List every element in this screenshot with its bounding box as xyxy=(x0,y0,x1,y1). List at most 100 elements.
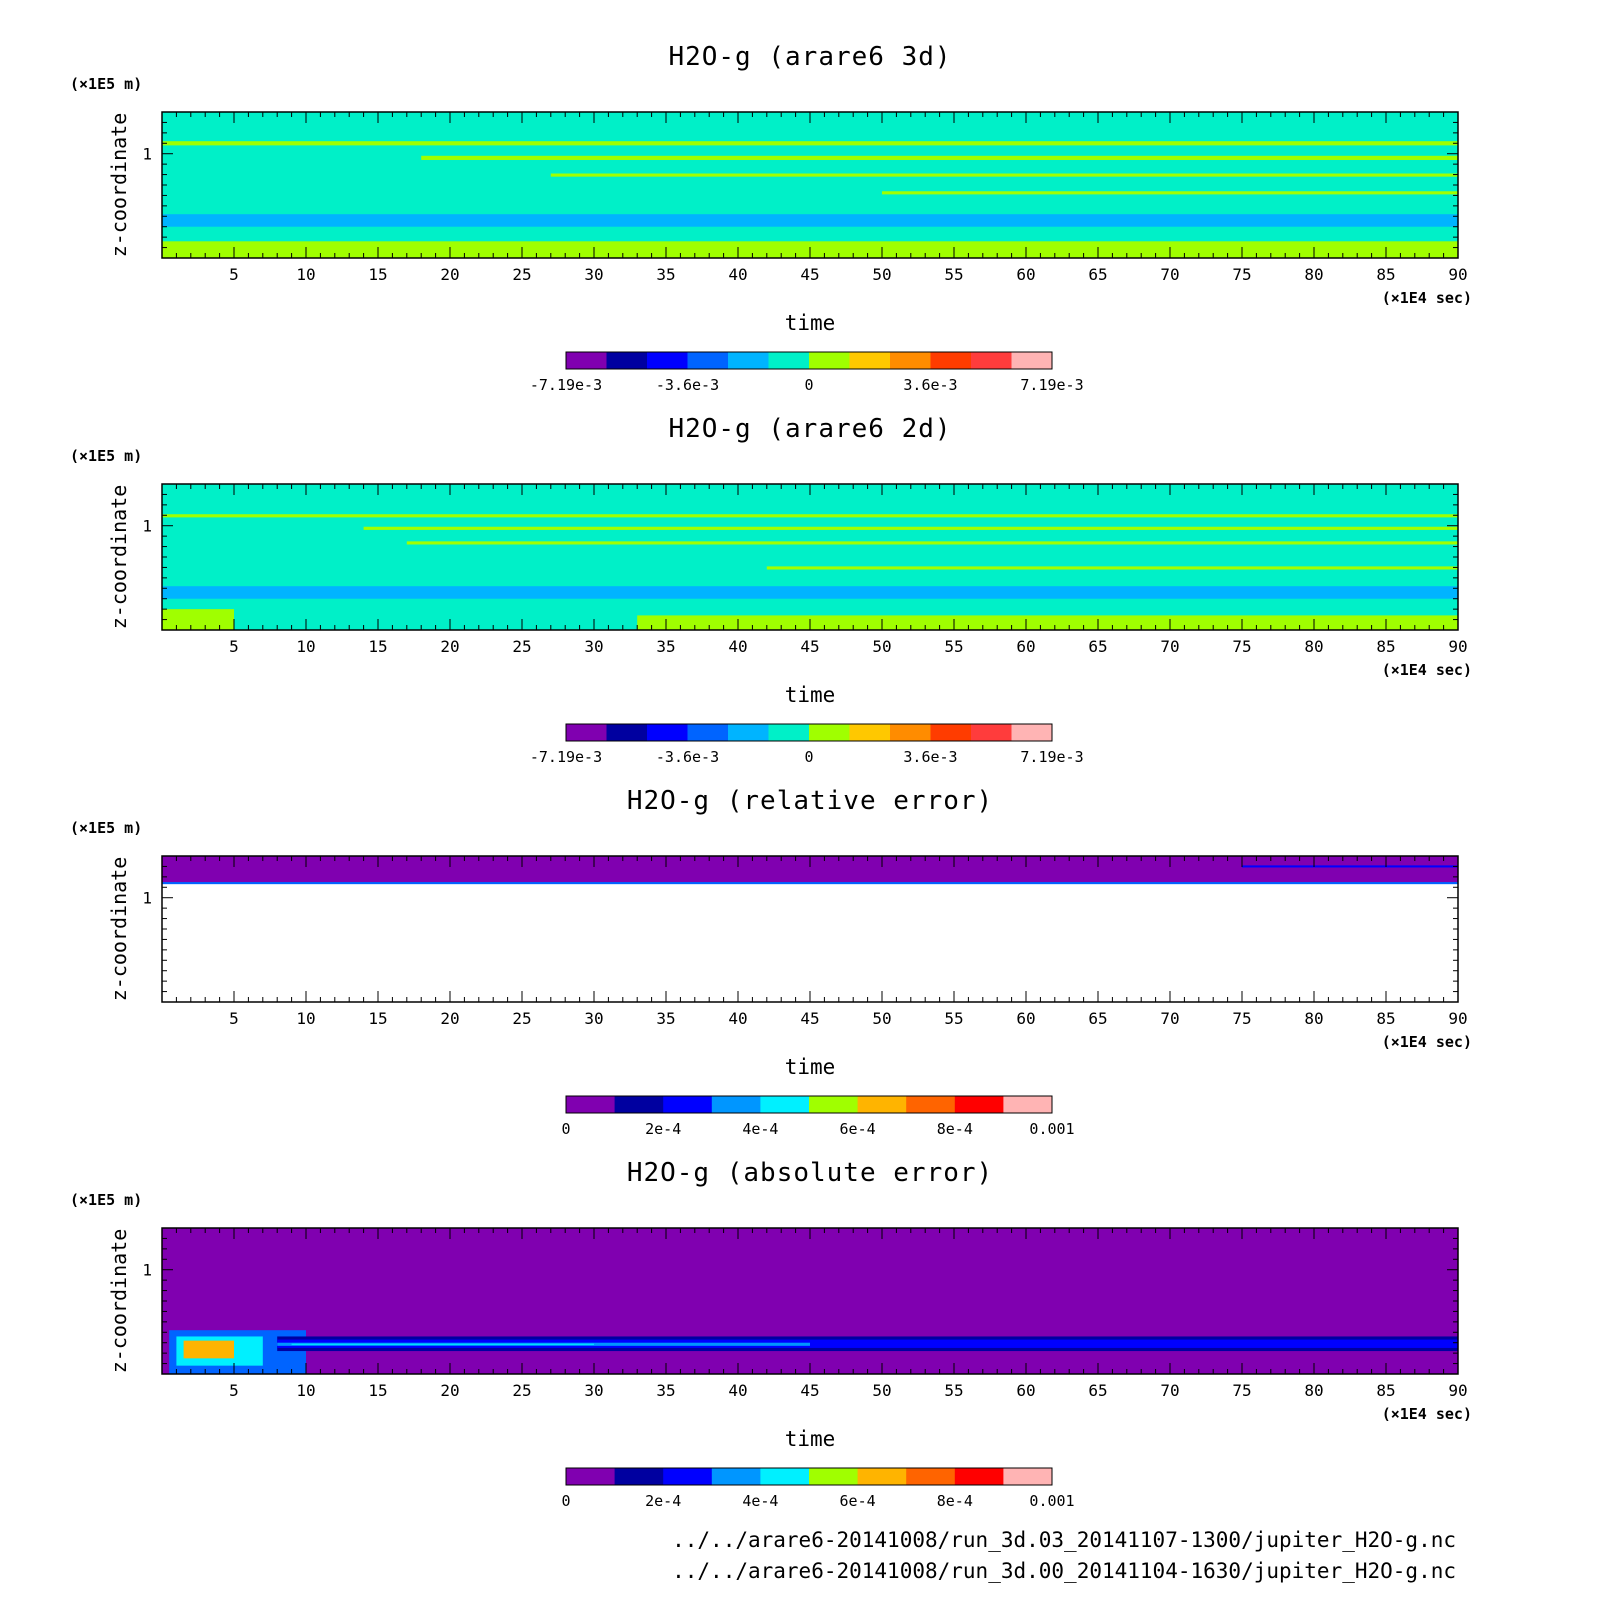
x-tick-label: 40 xyxy=(728,637,747,656)
colorbar-label: 8e-4 xyxy=(937,1492,973,1510)
colorbar-swatch xyxy=(971,724,1012,741)
colorbar: -7.19e-3 -3.6e-3 0 3.6e-3 7.19e-3 xyxy=(530,351,1084,394)
x-tick-label: 80 xyxy=(1304,265,1323,284)
colorbar-swatch xyxy=(606,724,648,741)
colorbar-swatch xyxy=(1011,724,1053,741)
x-tick-label: 25 xyxy=(512,1381,531,1400)
x-unit-label: (×1E4 sec) xyxy=(1382,1405,1472,1423)
x-tick-label: 10 xyxy=(296,637,315,656)
y-tick-label: 1 xyxy=(142,1261,152,1280)
colorbar-swatch xyxy=(663,1096,713,1113)
x-tick-label: 90 xyxy=(1448,1009,1467,1028)
x-tick-label: 15 xyxy=(368,1381,387,1400)
colorbar-label: -7.19e-3 xyxy=(530,376,602,394)
x-tick-label: 65 xyxy=(1088,265,1107,284)
x-tick-label: 20 xyxy=(440,637,459,656)
y-unit-label: (×1E5 m) xyxy=(70,75,142,93)
x-tick-label: 5 xyxy=(229,637,239,656)
x-tick-label: 35 xyxy=(656,1381,675,1400)
heatmap-band-3 xyxy=(162,141,1458,146)
colorbar-swatch xyxy=(566,724,607,741)
colorbar-label: 0.001 xyxy=(1029,1492,1074,1510)
x-tick-label: 80 xyxy=(1304,637,1323,656)
colorbar-swatch xyxy=(687,352,729,369)
y-axis-title: z-coordinate xyxy=(107,857,131,1002)
x-tick-label: 50 xyxy=(872,1009,891,1028)
x-tick-label: 15 xyxy=(368,637,387,656)
heatmap-band-4 xyxy=(421,155,1458,160)
panel-title: H2O-g (arare6 2d) xyxy=(668,414,951,444)
heatmap-field xyxy=(162,856,1458,1002)
x-tick-label: 80 xyxy=(1304,1009,1323,1028)
x-tick-label: 30 xyxy=(584,1381,603,1400)
x-tick-label: 15 xyxy=(368,265,387,284)
panel-title: H2O-g (relative error) xyxy=(627,786,993,816)
x-tick-label: 30 xyxy=(584,265,603,284)
x-axis-title: time xyxy=(785,1427,836,1451)
x-tick-label: 55 xyxy=(944,637,963,656)
colorbar-label: -7.19e-3 xyxy=(530,748,602,766)
colorbar-swatch xyxy=(930,724,972,741)
colorbar-swatch xyxy=(728,352,769,369)
x-tick-label: 40 xyxy=(728,265,747,284)
colorbar-swatch xyxy=(711,1468,761,1485)
colorbar-swatch xyxy=(809,1096,859,1113)
colorbar-swatch xyxy=(663,1468,713,1485)
x-tick-label: 45 xyxy=(800,637,819,656)
x-tick-label: 5 xyxy=(229,1381,239,1400)
x-tick-label: 55 xyxy=(944,1009,963,1028)
y-tick-label: 1 xyxy=(142,889,152,908)
x-tick-label: 55 xyxy=(944,1381,963,1400)
x-axis-title: time xyxy=(785,683,836,707)
x-tick-label: 45 xyxy=(800,265,819,284)
x-tick-label: 90 xyxy=(1448,637,1467,656)
x-tick-label: 20 xyxy=(440,1009,459,1028)
y-unit-label: (×1E5 m) xyxy=(70,1191,142,1209)
colorbar-label: 2e-4 xyxy=(645,1492,681,1510)
heatmap-field xyxy=(162,112,1458,258)
x-tick-label: 85 xyxy=(1376,1381,1395,1400)
x-tick-label: 65 xyxy=(1088,1381,1107,1400)
x-tick-label: 65 xyxy=(1088,637,1107,656)
colorbar-frame xyxy=(565,1467,1053,1486)
heatmap-background xyxy=(162,112,1458,258)
x-tick-label: 10 xyxy=(296,265,315,284)
heatmap-band-3 xyxy=(162,586,1458,599)
x-tick-label: 40 xyxy=(728,1381,747,1400)
y-tick-label: 1 xyxy=(142,517,152,536)
x-tick-label: 75 xyxy=(1232,1381,1251,1400)
colorbar: 0 2e-4 4e-4 6e-4 8e-4 0.001 xyxy=(561,1095,1075,1138)
x-tick-label: 20 xyxy=(440,265,459,284)
x-tick-label: 15 xyxy=(368,1009,387,1028)
x-tick-label: 35 xyxy=(656,637,675,656)
colorbar-label: 8e-4 xyxy=(937,1120,973,1138)
colorbar-swatch xyxy=(906,1468,956,1485)
colorbar-label: 4e-4 xyxy=(742,1492,778,1510)
x-unit-label: (×1E4 sec) xyxy=(1382,289,1472,307)
y-unit-label: (×1E5 m) xyxy=(70,447,142,465)
x-tick-label: 25 xyxy=(512,265,531,284)
colorbar-swatch xyxy=(849,352,891,369)
colorbar-swatch xyxy=(1003,1468,1053,1485)
colorbar-swatch xyxy=(1003,1096,1053,1113)
colorbar-swatch xyxy=(614,1468,664,1485)
colorbar-swatch xyxy=(768,724,810,741)
colorbar-swatch xyxy=(971,352,1012,369)
heatmap-band-5 xyxy=(277,1339,1458,1348)
x-tick-label: 35 xyxy=(656,265,675,284)
x-tick-label: 30 xyxy=(584,1009,603,1028)
x-tick-label: 80 xyxy=(1304,1381,1323,1400)
y-axis-title: z-coordinate xyxy=(107,485,131,630)
colorbar-swatch xyxy=(857,1468,907,1485)
x-tick-label: 70 xyxy=(1160,265,1179,284)
x-tick-label: 60 xyxy=(1016,637,1035,656)
colorbar-label: 6e-4 xyxy=(840,1492,876,1510)
x-tick-label: 70 xyxy=(1160,637,1179,656)
x-axis-title: time xyxy=(785,311,836,335)
colorbar-swatch xyxy=(566,352,607,369)
y-tick-label: 1 xyxy=(142,145,152,164)
x-tick-label: 60 xyxy=(1016,265,1035,284)
x-unit-label: (×1E4 sec) xyxy=(1382,661,1472,679)
x-tick-label: 60 xyxy=(1016,1381,1035,1400)
